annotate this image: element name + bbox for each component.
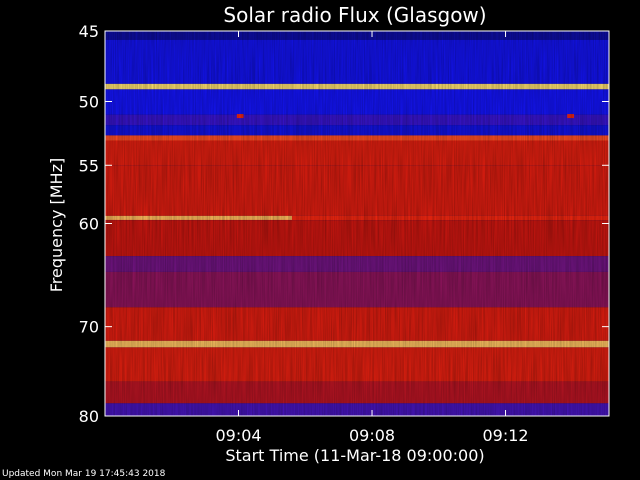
y-tick-label: 55 — [79, 156, 99, 175]
x-tick-label: 09:08 — [349, 426, 395, 445]
chart-title: Solar radio Flux (Glasgow) — [223, 3, 486, 27]
plot-area — [104, 30, 610, 417]
y-tick-label: 70 — [79, 318, 99, 337]
x-axis-label: Start Time (11-Mar-18 09:00:00) — [225, 446, 484, 465]
y-tick-label: 80 — [79, 407, 99, 426]
y-tick-label: 50 — [79, 93, 99, 112]
updated-timestamp: Updated Mon Mar 19 17:45:43 2018 — [2, 469, 166, 479]
y-tick-label: 60 — [79, 215, 99, 234]
y-axis: 45 50 55 60 70 80 — [79, 22, 609, 426]
x-tick-label: 09:04 — [215, 426, 261, 445]
x-axis: 09:04 09:08 09:12 — [215, 31, 529, 445]
spectrogram-texture — [105, 31, 609, 416]
y-tick-label: 45 — [79, 22, 99, 41]
x-tick-label: 09:12 — [482, 426, 528, 445]
y-axis-label: Frequency [MHz] — [47, 158, 66, 292]
